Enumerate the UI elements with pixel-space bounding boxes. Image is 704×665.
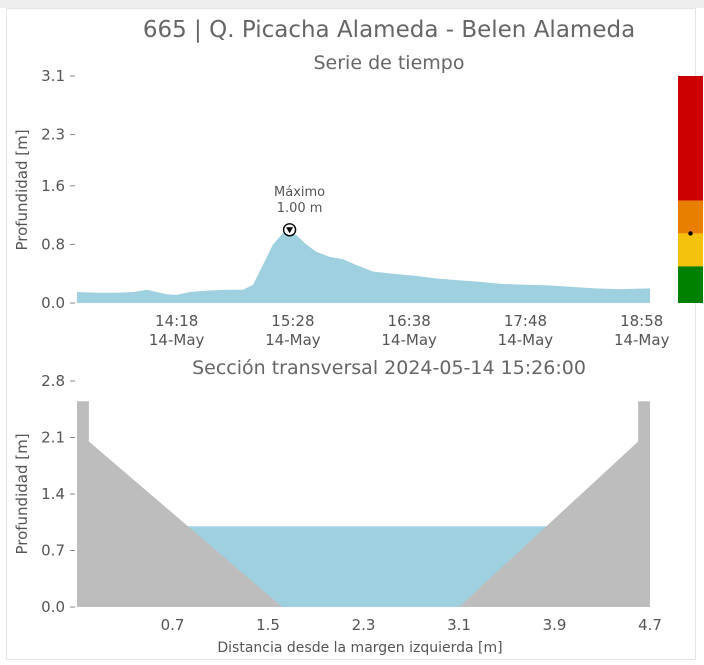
y-tick-label: 2.3 [41, 126, 65, 144]
x-tick-label: 2.3 [352, 616, 376, 634]
channel-ground-profile [77, 401, 650, 607]
y-tick-label: 2.1 [41, 429, 65, 447]
y-tick-label: 0.8 [41, 235, 65, 253]
current-level-marker-icon [688, 231, 693, 236]
y-tick-label: 0.0 [41, 598, 65, 616]
x-tick-time-label: 18:58 [620, 312, 663, 330]
depth-series-area [77, 229, 650, 303]
level-band [678, 233, 703, 267]
time-series-x-ticks: 14:1814-May15:2814-May16:3814-May17:4814… [149, 312, 670, 349]
x-tick-time-label: 15:28 [271, 312, 314, 330]
x-tick-label: 3.9 [543, 616, 567, 634]
x-tick-date-label: 14-May [265, 331, 321, 349]
y-tick-label: 3.1 [41, 67, 65, 85]
x-tick-date-label: 14-May [381, 331, 437, 349]
x-tick-label: 4.7 [638, 616, 662, 634]
x-tick-label: 0.7 [161, 616, 185, 634]
x-tick-label: 1.5 [256, 616, 280, 634]
figure-frame [6, 8, 696, 660]
y-tick-label: 0.7 [41, 542, 65, 560]
max-annotation-label: Máximo [274, 185, 325, 200]
level-color-scale [678, 76, 703, 303]
y-tick-label: 1.6 [41, 177, 65, 195]
time-series-chart: Serie de tiempo Profundidad [m] 0.0 0.8 1.… [13, 52, 703, 349]
cross-section-xlabel: Distancia desde la margen izquierda [m] [217, 640, 502, 656]
time-series-y-ticks: 0.0 0.8 1.6 2.3 3.1 [41, 67, 75, 312]
cross-section-title: Sección transversal 2024-05-14 15:26:00 [192, 357, 586, 379]
x-tick-date-label: 14-May [498, 331, 554, 349]
window-top-strip [0, 0, 704, 8]
x-tick-time-label: 17:48 [504, 312, 547, 330]
cross-section-x-ticks: 0.7 1.5 2.3 3.1 3.9 4.7 [161, 616, 662, 634]
level-band [678, 76, 703, 201]
level-band [678, 200, 703, 234]
figure-title: 665 | Q. Picacha Alameda - Belen Alameda [143, 17, 635, 43]
x-tick-date-label: 14-May [614, 331, 670, 349]
x-tick-label: 3.1 [447, 616, 471, 634]
cross-section-y-ticks: 0.0 0.7 1.4 2.1 2.8 [41, 372, 75, 616]
y-tick-label: 0.0 [41, 294, 65, 312]
y-tick-label: 2.8 [41, 372, 65, 390]
x-tick-time-label: 14:18 [155, 312, 198, 330]
cross-section-ylabel: Profundidad [m] [13, 433, 31, 554]
x-tick-time-label: 16:38 [388, 312, 431, 330]
cross-section-chart: Sección transversal 2024-05-14 15:26:00 … [13, 357, 662, 656]
level-band [678, 266, 703, 303]
y-tick-label: 1.4 [41, 485, 65, 503]
max-marker-triangle-icon [286, 227, 294, 234]
time-series-title: Serie de tiempo [314, 52, 465, 74]
max-annotation-value: 1.00 m [277, 201, 323, 216]
time-series-ylabel: Profundidad [m] [13, 129, 31, 250]
max-annotation: Máximo 1.00 m [274, 185, 325, 237]
x-tick-date-label: 14-May [149, 331, 205, 349]
